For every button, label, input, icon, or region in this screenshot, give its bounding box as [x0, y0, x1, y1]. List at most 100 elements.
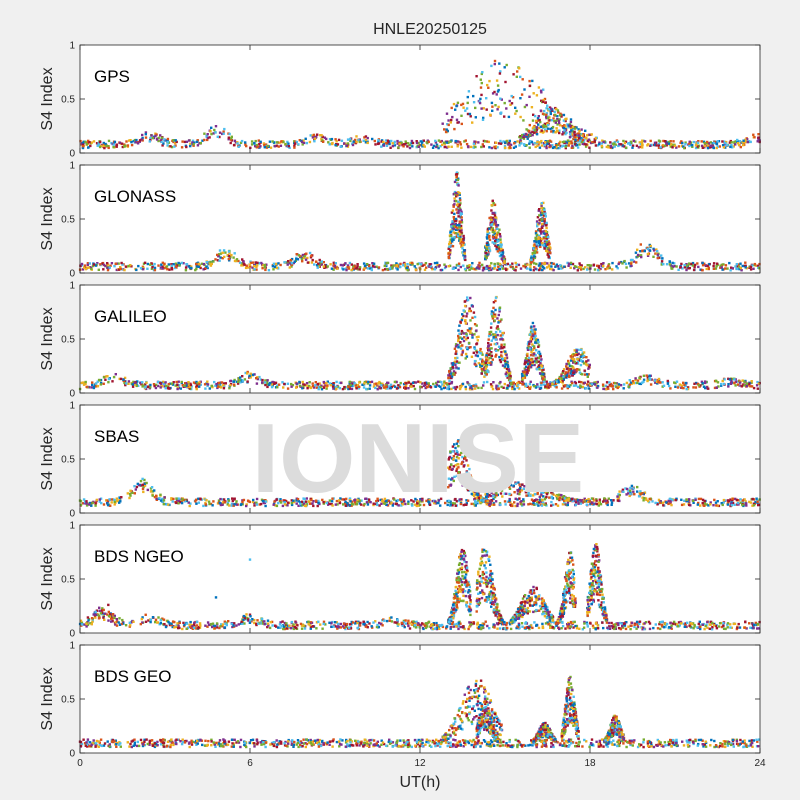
data-point [578, 262, 581, 265]
data-point [494, 348, 497, 351]
data-point [454, 108, 457, 111]
data-point [370, 266, 373, 269]
data-point [538, 268, 541, 272]
data-point [701, 264, 705, 267]
data-point [610, 501, 614, 504]
data-point [453, 127, 456, 131]
data-point [105, 144, 108, 147]
data-point [522, 137, 526, 140]
data-point [587, 365, 591, 369]
data-point [492, 497, 495, 500]
data-point [692, 140, 696, 144]
data-point [546, 246, 549, 250]
data-point [86, 262, 90, 265]
data-point [584, 363, 588, 366]
data-point [343, 498, 346, 501]
data-point [587, 138, 591, 141]
data-point [250, 143, 254, 146]
data-point [442, 386, 446, 390]
data-point [499, 142, 503, 145]
data-point [255, 382, 259, 385]
data-point [536, 338, 539, 342]
data-point [479, 365, 482, 368]
data-point [734, 384, 737, 387]
data-point [457, 264, 460, 267]
plot-area [80, 165, 760, 273]
data-point [266, 385, 269, 389]
data-point [397, 146, 400, 149]
data-point [361, 383, 364, 386]
data-point [106, 375, 109, 378]
data-point [724, 146, 727, 149]
data-point [721, 140, 724, 143]
data-point [533, 363, 536, 367]
data-point [221, 132, 224, 136]
data-point [570, 133, 574, 136]
data-point [115, 143, 119, 146]
data-point [505, 363, 508, 366]
plot-area [80, 285, 760, 393]
data-point [543, 109, 546, 113]
data-point [505, 63, 508, 67]
data-point [510, 383, 513, 386]
data-point [254, 139, 257, 143]
data-point [177, 261, 180, 265]
data-point [421, 145, 424, 148]
data-point [474, 354, 478, 357]
data-point [548, 139, 552, 142]
data-point [112, 375, 116, 379]
data-point [570, 140, 573, 143]
data-point [495, 245, 498, 249]
data-point [135, 268, 138, 272]
data-point [137, 384, 140, 387]
data-point [549, 110, 552, 113]
data-point [639, 382, 643, 386]
data-point [535, 119, 538, 123]
data-point [578, 135, 581, 139]
data-point [454, 371, 457, 374]
data-point [460, 103, 463, 107]
data-point [523, 105, 527, 109]
data-point [519, 267, 523, 270]
data-point [569, 383, 572, 387]
data-point [559, 264, 562, 267]
data-point [420, 143, 423, 146]
data-point [330, 142, 334, 145]
data-point [494, 234, 498, 237]
data-point [576, 269, 579, 272]
data-point [479, 86, 483, 89]
data-point [527, 359, 530, 362]
data-point [395, 262, 398, 265]
data-point [322, 380, 325, 384]
data-point [334, 262, 337, 265]
data-point [488, 236, 491, 239]
data-point [587, 264, 591, 267]
data-point [446, 387, 449, 390]
data-point [694, 146, 698, 150]
data-point [614, 143, 617, 146]
data-point [526, 359, 529, 363]
data-point [538, 208, 541, 211]
data-point [491, 235, 495, 238]
data-point [179, 501, 182, 504]
data-point [749, 501, 753, 504]
data-point [177, 499, 181, 502]
data-point [103, 146, 106, 150]
data-point [555, 127, 558, 130]
data-point [628, 494, 631, 498]
data-point [153, 384, 156, 388]
data-point [204, 503, 207, 506]
data-point [319, 385, 322, 389]
data-point [123, 268, 126, 272]
data-point [705, 503, 708, 506]
data-point [376, 388, 379, 391]
data-point [573, 136, 577, 139]
data-point [175, 140, 178, 144]
data-point [504, 350, 507, 353]
data-point [642, 499, 645, 502]
data-point [462, 241, 465, 245]
data-point [712, 141, 715, 145]
data-point [481, 358, 484, 361]
data-point [657, 144, 661, 147]
data-point [580, 128, 583, 131]
